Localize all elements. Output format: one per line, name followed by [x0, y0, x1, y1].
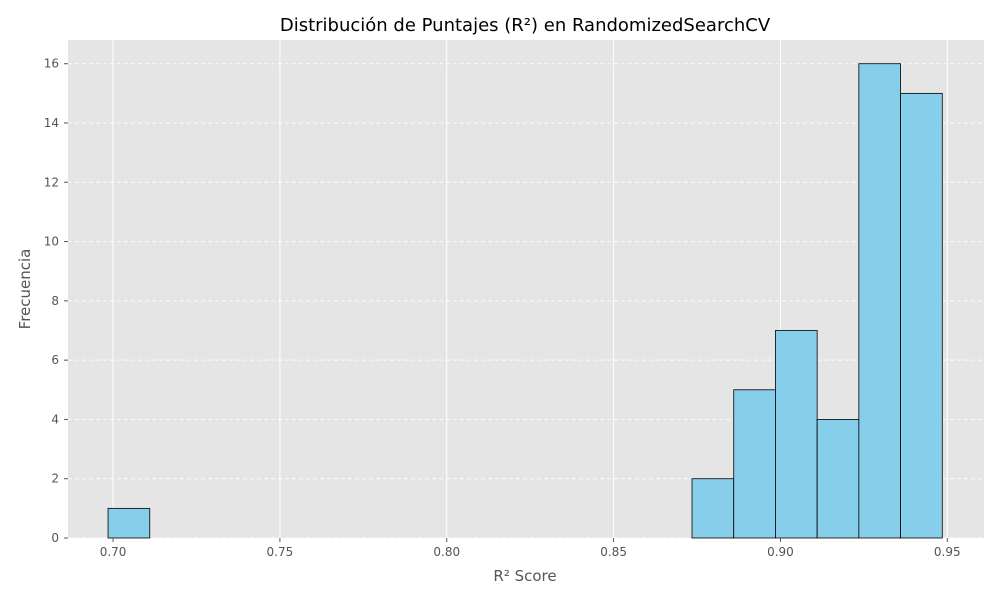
- y-tick-label: 14: [44, 116, 59, 130]
- y-tick-label: 4: [51, 412, 59, 426]
- x-tick-label: 0.95: [934, 545, 961, 559]
- y-tick-label: 0: [51, 531, 59, 545]
- histogram-bar: [858, 63, 901, 539]
- y-tick-label: 8: [51, 294, 59, 308]
- histogram-bar: [107, 507, 151, 539]
- y-tick-label: 2: [51, 472, 59, 486]
- y-tick-label: 12: [44, 175, 59, 189]
- histogram-bars: [107, 63, 943, 539]
- x-axis-ticks: 0.70 0.75 0.80 0.85 0.90 0.95: [100, 538, 961, 559]
- x-tick-label: 0.80: [433, 545, 460, 559]
- histogram-bar: [816, 419, 860, 539]
- histogram-bar: [733, 389, 776, 539]
- x-tick-label: 0.70: [100, 545, 127, 559]
- x-tick-label: 0.75: [267, 545, 294, 559]
- y-tick-label: 10: [44, 235, 59, 249]
- y-axis-ticks: 0 2 4 6 8 10 12 14 16: [44, 57, 68, 545]
- histogram-bar: [775, 330, 818, 539]
- y-tick-label: 16: [44, 57, 59, 71]
- x-axis-label: R² Score: [493, 567, 556, 585]
- chart-title: Distribución de Puntajes (R²) en Randomi…: [280, 15, 771, 36]
- y-axis-label: Frecuencia: [16, 249, 34, 330]
- histogram-bar: [900, 92, 943, 539]
- x-tick-label: 0.90: [767, 545, 794, 559]
- x-tick-label: 0.85: [600, 545, 627, 559]
- histogram-bar: [691, 478, 735, 539]
- y-tick-label: 6: [51, 353, 59, 367]
